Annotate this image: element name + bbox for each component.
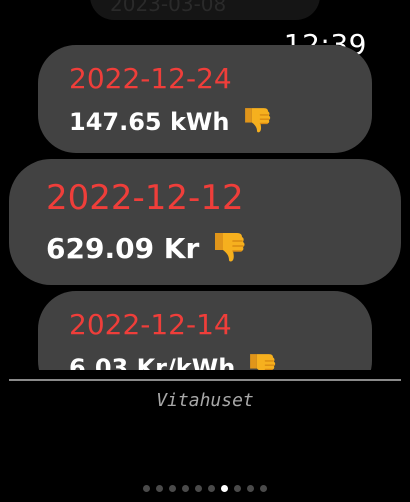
thumbs-down-icon	[209, 227, 249, 271]
page-dot	[247, 485, 254, 492]
page-dot	[143, 485, 150, 492]
page-dot	[195, 485, 202, 492]
page-indicator[interactable]	[0, 485, 410, 492]
entry-value: 6.03 Kr/kWh	[69, 354, 236, 370]
entry-value: 629.09 Kr	[46, 232, 200, 265]
entry-date: 2022-12-14	[69, 308, 232, 341]
page-dot	[182, 485, 189, 492]
entry-card-cost[interactable]: 2022-12-12 629.09 Kr	[9, 159, 401, 285]
thumbs-down-icon	[240, 103, 274, 141]
entry-date: 2022-12-12	[46, 178, 244, 218]
page-dot	[260, 485, 267, 492]
entry-date: 2022-12-24	[69, 62, 232, 95]
page-dot	[169, 485, 176, 492]
previous-card-date: 2023-03-08	[110, 0, 227, 16]
entry-card-price[interactable]: 2022-12-14 6.03 Kr/kWh	[38, 291, 372, 370]
thumbs-down-icon	[245, 349, 279, 370]
page-dot	[208, 485, 215, 492]
page-dot	[234, 485, 241, 492]
previous-card-partial[interactable]: 2023-03-08	[90, 0, 320, 20]
page-dot-active	[221, 485, 228, 492]
page-dot	[156, 485, 163, 492]
entry-card-kwh[interactable]: 2022-12-24 147.65 kWh	[38, 45, 372, 153]
footer-divider	[9, 379, 401, 381]
entries-list[interactable]: 2022-12-24 147.65 kWh 2022-12-12 629.09 …	[0, 40, 410, 370]
location-label: Vitahuset	[156, 390, 254, 411]
entry-value: 147.65 kWh	[69, 108, 230, 136]
